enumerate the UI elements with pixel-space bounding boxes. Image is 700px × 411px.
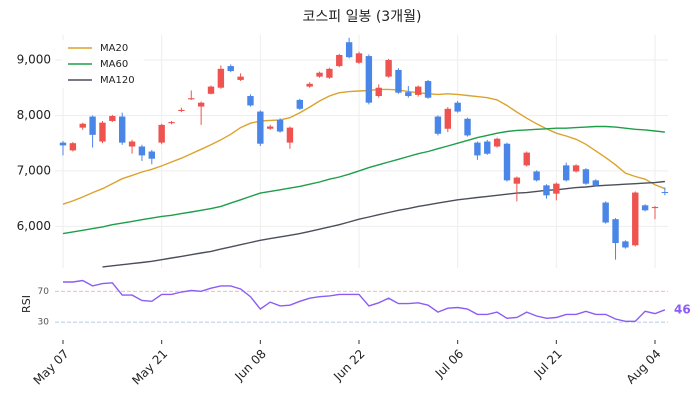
candle-body [415, 86, 422, 95]
candle-body [207, 86, 215, 94]
candle-body [513, 177, 521, 184]
y-tick-label: 6,000 [17, 219, 51, 233]
candle-body [89, 116, 96, 135]
candle-body [247, 96, 254, 106]
candle-body [612, 219, 619, 244]
rsi-last-label: 46 [674, 302, 691, 316]
candle-body [188, 98, 195, 100]
candle-body [69, 143, 77, 151]
candle-body [326, 68, 333, 78]
y-tick-label: 9,000 [17, 52, 51, 66]
rsi-tick-label: 70 [38, 287, 50, 297]
candle-body [217, 68, 225, 88]
candle-body [276, 119, 284, 132]
x-tick-label: May 21 [129, 347, 170, 388]
candle-body [365, 56, 373, 103]
candle-body [99, 122, 106, 142]
candle-body [138, 146, 146, 156]
ma-line [62, 125, 665, 235]
x-tick-label: Jul 21 [531, 347, 565, 381]
candle-body [444, 108, 451, 129]
candle-body [622, 241, 629, 248]
candle-body [563, 165, 570, 181]
candle-body [296, 99, 303, 109]
legend-label: MA20 [100, 43, 128, 54]
candle-body [533, 171, 540, 181]
candle-body [454, 102, 461, 112]
x-tick-label: Jul 06 [432, 347, 466, 381]
candle-body [168, 122, 175, 124]
legend-label: MA60 [100, 59, 128, 70]
y-tick-label: 8,000 [17, 108, 51, 122]
legend-label: MA120 [100, 75, 135, 86]
x-tick-label: Jun 08 [232, 347, 269, 384]
candle-body [385, 59, 392, 77]
candle-body [355, 53, 363, 63]
rsi-line [63, 279, 666, 322]
candle-body [651, 206, 659, 209]
candle-body [197, 102, 205, 107]
chart-title: 코스피 일봉 (3개월) [303, 9, 422, 25]
candle-body [405, 92, 412, 97]
candle-body [474, 142, 481, 156]
candle-body [493, 138, 501, 147]
candle-body [345, 42, 353, 58]
x-tick-label: Jun 22 [330, 347, 367, 384]
candle-body [316, 72, 323, 77]
candle-body [543, 185, 550, 196]
candle-body [79, 123, 86, 128]
candle-body [267, 126, 274, 129]
candle-body [395, 69, 402, 93]
ma-line [102, 180, 665, 268]
candle-body [148, 151, 155, 159]
ma-line [62, 88, 666, 205]
candle-body [503, 143, 511, 181]
candle-body [119, 116, 126, 143]
x-tick-label: Aug 04 [624, 347, 664, 387]
x-tick-label: May 07 [31, 347, 72, 388]
candle-body [632, 192, 639, 246]
candle-body [484, 141, 491, 154]
candle-body [178, 109, 185, 112]
candle-body [286, 127, 294, 143]
candle-body [306, 83, 313, 87]
candle-body [602, 202, 609, 223]
candle-body [59, 142, 67, 146]
candle-body [158, 124, 165, 143]
candle-body [109, 115, 116, 121]
candle-body [582, 169, 590, 184]
candle-body [641, 205, 649, 211]
candle-body [128, 141, 136, 147]
candle-body [237, 76, 244, 80]
candle-body [661, 191, 669, 193]
candle-body [572, 165, 580, 172]
candle-body [257, 111, 264, 144]
rsi-axis-label: RSI [20, 295, 33, 313]
candle-body [227, 66, 234, 72]
candle-body [424, 81, 432, 98]
candle-body [553, 183, 560, 194]
candle-body [523, 152, 530, 166]
candle-body [336, 54, 343, 67]
candle-body [464, 118, 471, 136]
rsi-tick-label: 30 [38, 318, 50, 328]
y-tick-label: 7,000 [17, 163, 51, 177]
candle-body [434, 116, 442, 134]
candle-body [375, 87, 382, 97]
candle-body [592, 180, 599, 186]
